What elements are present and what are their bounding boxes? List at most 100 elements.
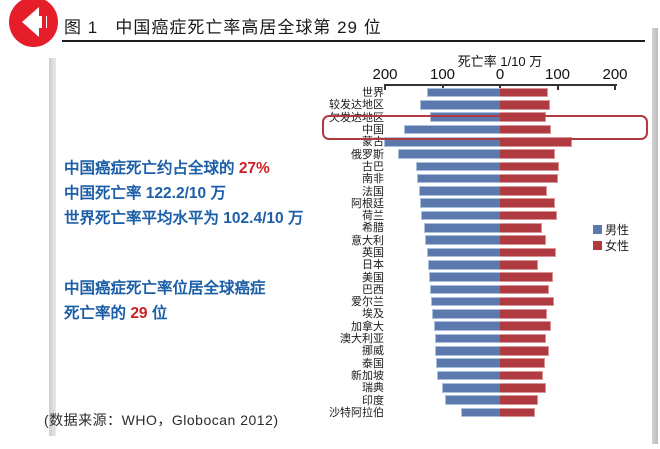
- bar-area: [384, 136, 650, 148]
- bar-area: [388, 308, 650, 320]
- female-bar: [500, 321, 552, 332]
- chart-row: 埃及: [320, 308, 650, 320]
- female-bar: [500, 382, 547, 393]
- bar-area: [388, 271, 650, 283]
- bar-area: [388, 87, 650, 99]
- male-bar: [433, 321, 500, 332]
- chart-row: 澳大利亚: [320, 333, 650, 345]
- female-bar: [500, 149, 555, 159]
- chart-row: 沙特阿拉伯: [320, 407, 650, 419]
- bar-area: [388, 161, 650, 173]
- female-bar: [500, 186, 547, 196]
- category-label: 俄罗斯: [351, 148, 384, 161]
- female-bar: [500, 161, 559, 172]
- male-bar: [428, 259, 500, 270]
- chart-row: 较发达地区: [320, 99, 650, 111]
- bar-area: [388, 407, 650, 419]
- female-bar: [500, 346, 550, 356]
- legend-item-male: 男性: [593, 221, 629, 237]
- chart-row: 荷兰: [320, 210, 650, 222]
- male-bar: [460, 407, 500, 418]
- chart-rows: 世界 较发达地区 欠发达地区 中国 蒙古 俄罗斯 古巴 南非 法国 阿根廷 荷兰 希腊 意大利 英国 日本美…: [320, 87, 650, 419]
- bar-area: [388, 124, 650, 136]
- female-bar: [500, 112, 547, 122]
- legend-label-male: 男性: [605, 222, 630, 237]
- bar-area: [388, 259, 650, 271]
- category-label: 爱尔兰: [351, 296, 384, 309]
- bar-area: [388, 333, 650, 345]
- female-bar: [500, 100, 550, 110]
- axis-tick-label: 200: [372, 66, 398, 83]
- axis-tick-label: 100: [429, 66, 456, 83]
- bar-area: [388, 382, 650, 394]
- chart-row: 南非: [320, 173, 650, 185]
- axis-title: 死亡率 1/10 万: [457, 54, 543, 69]
- bar-area: [388, 345, 650, 357]
- female-bar: [500, 235, 547, 245]
- bar-area: [388, 358, 650, 370]
- chart-row: 美国: [320, 271, 650, 284]
- category-label: 希腊: [362, 222, 384, 235]
- male-bar: [417, 173, 500, 184]
- left-arrow-icon: [22, 7, 47, 37]
- bar-area: [388, 321, 650, 333]
- annotation-line-3: 世界死亡率平均水平为 102.4/10 万: [64, 210, 304, 227]
- chart-row: 阿根廷: [320, 198, 650, 210]
- bar-area: [388, 284, 650, 296]
- category-label: 法国: [362, 185, 384, 198]
- male-bar: [435, 346, 500, 356]
- bar-area: [388, 173, 650, 185]
- female-bar: [500, 296, 554, 307]
- category-label: 英国: [362, 247, 384, 259]
- male-bar: [427, 247, 500, 258]
- chart-row: 巴西: [320, 284, 650, 296]
- chart-row: 古巴: [320, 161, 650, 173]
- male-bar: [427, 87, 500, 98]
- male-bar: [425, 235, 500, 245]
- bar-area: [388, 394, 650, 406]
- category-label: 意大利: [351, 234, 384, 247]
- bar-area: [388, 112, 650, 124]
- male-bar: [398, 149, 500, 159]
- axis-line: [385, 84, 617, 86]
- bar-area: [388, 235, 650, 247]
- female-bar: [500, 358, 546, 368]
- female-bar: [500, 333, 547, 344]
- axis-tick-label: 100: [544, 66, 571, 83]
- chart-row: 爱尔兰: [320, 296, 650, 308]
- male-bar: [423, 223, 500, 233]
- annotation-line-2: 中国死亡率 122.2/10 万: [64, 185, 226, 202]
- highlight-rank-29: 29: [130, 305, 148, 322]
- annotation-line-4: 中国癌症死亡率位居全球癌症: [64, 280, 266, 297]
- category-label: 中国: [362, 124, 384, 137]
- female-bar: [500, 370, 543, 381]
- male-bar: [428, 272, 500, 282]
- male-bar: [420, 100, 500, 110]
- female-bar: [500, 259, 539, 270]
- female-bar: [500, 210, 558, 221]
- female-bar: [500, 124, 552, 135]
- male-swatch-icon: [593, 224, 602, 234]
- bar-area: [388, 222, 650, 234]
- category-label: 新加坡: [351, 369, 384, 382]
- category-label: 瑞典: [362, 382, 384, 395]
- female-bar: [500, 284, 550, 295]
- chart-row: 意大利: [320, 235, 650, 247]
- female-bar: [500, 272, 553, 282]
- axis-tick-mark: [441, 84, 444, 90]
- male-bar: [444, 395, 500, 405]
- category-label: 埃及: [362, 308, 384, 321]
- male-bar: [430, 112, 500, 122]
- female-bar: [500, 223, 543, 233]
- back-arrow-badge[interactable]: [9, 0, 58, 47]
- bar-area: [388, 99, 650, 111]
- chart-row: 泰国: [320, 358, 650, 370]
- legend-label-female: 女性: [605, 238, 630, 253]
- annotation-block-2: 中国癌症死亡率位居全球癌症 死亡率的 29 位: [64, 276, 266, 326]
- male-bar: [441, 382, 500, 393]
- male-bar: [430, 296, 500, 307]
- female-bar: [500, 198, 555, 209]
- axis-tick-label: 0: [495, 66, 505, 83]
- annotation-block-1: 中国癌症死亡约占全球的 27% 中国死亡率 122.2/10 万 世界死亡率平均…: [64, 156, 303, 231]
- right-scroll-strip[interactable]: [652, 28, 658, 444]
